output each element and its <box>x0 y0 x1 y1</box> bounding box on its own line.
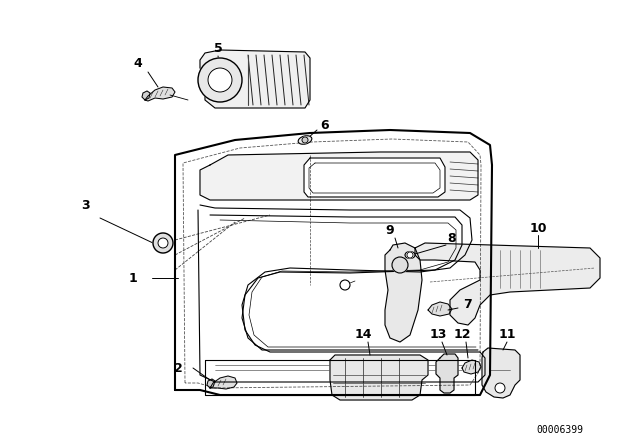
Polygon shape <box>200 50 310 108</box>
Circle shape <box>158 238 168 248</box>
Text: 00006399: 00006399 <box>536 425 584 435</box>
Text: 9: 9 <box>386 224 394 237</box>
Polygon shape <box>142 91 150 100</box>
Ellipse shape <box>405 251 415 258</box>
Polygon shape <box>207 379 215 388</box>
Text: 6: 6 <box>321 119 330 132</box>
Circle shape <box>153 233 173 253</box>
Polygon shape <box>385 243 422 342</box>
Text: 7: 7 <box>463 298 472 311</box>
Polygon shape <box>482 348 520 398</box>
Ellipse shape <box>298 136 312 144</box>
Polygon shape <box>175 130 492 395</box>
Text: 8: 8 <box>448 232 456 245</box>
Circle shape <box>340 280 350 290</box>
Circle shape <box>302 137 308 143</box>
Text: 2: 2 <box>173 362 182 375</box>
Text: 10: 10 <box>529 221 547 234</box>
Text: 12: 12 <box>453 328 471 341</box>
Circle shape <box>392 257 408 273</box>
Polygon shape <box>436 354 458 393</box>
Polygon shape <box>330 355 428 400</box>
Text: 14: 14 <box>355 328 372 341</box>
Polygon shape <box>462 360 481 374</box>
Text: 13: 13 <box>429 328 447 341</box>
Text: 11: 11 <box>499 328 516 341</box>
Text: 1: 1 <box>129 271 138 284</box>
Text: 3: 3 <box>81 198 90 211</box>
Polygon shape <box>210 376 237 389</box>
Circle shape <box>495 383 505 393</box>
Polygon shape <box>304 158 445 197</box>
Text: 5: 5 <box>214 42 222 55</box>
Polygon shape <box>145 87 175 101</box>
Polygon shape <box>415 243 600 325</box>
Circle shape <box>208 68 232 92</box>
Circle shape <box>198 58 242 102</box>
Polygon shape <box>200 152 478 200</box>
Circle shape <box>407 252 413 258</box>
Polygon shape <box>428 302 452 316</box>
Text: 4: 4 <box>134 56 142 69</box>
